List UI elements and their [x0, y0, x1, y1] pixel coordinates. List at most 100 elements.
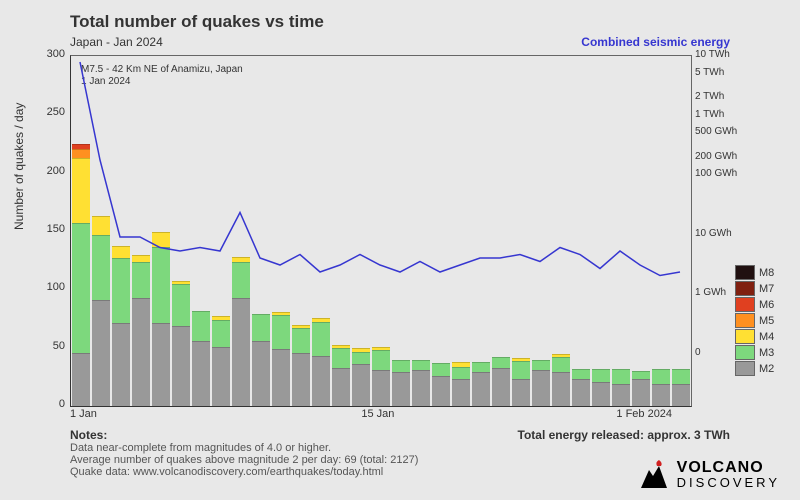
bar-segment-M3: [472, 362, 490, 372]
y-tick: 100: [35, 281, 65, 293]
bar-segment-M3: [172, 284, 190, 326]
notes-title: Notes:: [70, 428, 418, 442]
legend-item: M2: [735, 361, 795, 376]
bar-segment-M3: [92, 235, 110, 300]
y-tick-right: 1 TWh: [695, 109, 724, 120]
x-tick: 15 Jan: [361, 408, 394, 420]
bar-segment-M2: [392, 372, 410, 406]
bar-segment-M2: [432, 376, 450, 406]
plot-area: M7.5 - 42 Km NE of Anamizu, Japan 1 Jan …: [70, 55, 692, 407]
y-tick-right: 100 GWh: [695, 168, 737, 179]
bar-stack: [272, 312, 290, 406]
bar-segment-M2: [72, 353, 90, 407]
legend-swatch: [735, 281, 755, 296]
legend-item: M4: [735, 329, 795, 344]
bar-stack: [312, 318, 330, 406]
bar-segment-M2: [312, 356, 330, 406]
y-tick-right: 0: [695, 347, 701, 358]
y-axis-label: Number of quakes / day: [12, 103, 26, 230]
bar-segment-M3: [592, 369, 610, 382]
legend-label: M8: [759, 267, 774, 279]
bar-segment-M3: [232, 262, 250, 298]
legend-item: M8: [735, 265, 795, 280]
y-tick: 150: [35, 223, 65, 235]
bar-stack: [432, 363, 450, 406]
legend-swatch: [735, 345, 755, 360]
legend-swatch: [735, 313, 755, 328]
bar-segment-M3: [332, 348, 350, 368]
chart-subtitle: Japan - Jan 2024: [70, 35, 163, 49]
bar-segment-M3: [152, 247, 170, 324]
logo: VOLCANO DISCOVERY: [635, 458, 780, 490]
bar-stack: [132, 255, 150, 406]
bar-stack: [652, 369, 670, 406]
bar-segment-M4: [152, 232, 170, 247]
x-tick: 1 Feb 2024: [616, 408, 672, 420]
chart-title: Total number of quakes vs time: [70, 12, 324, 32]
y-tick-right: 1 GWh: [695, 287, 726, 298]
bar-stack: [392, 360, 410, 406]
bar-stack: [632, 371, 650, 406]
right-axis-title: Combined seismic energy: [581, 35, 730, 49]
bar-segment-M3: [192, 311, 210, 341]
legend-label: M5: [759, 315, 774, 327]
bar-segment-M2: [192, 341, 210, 406]
bar-stack: [372, 347, 390, 406]
bar-segment-M3: [672, 369, 690, 384]
y-tick: 50: [35, 340, 65, 352]
y-tick: 300: [35, 48, 65, 60]
notes-line2: Average number of quakes above magnitude…: [70, 454, 418, 466]
legend-label: M7: [759, 283, 774, 295]
notes-line3: Quake data: www.volcanodiscovery.com/ear…: [70, 466, 418, 478]
y-tick-right: 500 GWh: [695, 126, 737, 137]
legend-label: M6: [759, 299, 774, 311]
legend-item: M3: [735, 345, 795, 360]
y-tick: 0: [35, 398, 65, 410]
bar-segment-M2: [292, 353, 310, 407]
y-tick-right: 200 GWh: [695, 151, 737, 162]
bar-segment-M3: [112, 258, 130, 323]
bar-stack: [112, 246, 130, 406]
bar-segment-M2: [552, 372, 570, 406]
bar-segment-M2: [92, 300, 110, 406]
bar-segment-M2: [592, 382, 610, 406]
annotation-event: M7.5 - 42 Km NE of Anamizu, Japan: [81, 64, 243, 75]
bar-segment-M3: [212, 320, 230, 347]
legend-item: M6: [735, 297, 795, 312]
bar-segment-M3: [532, 360, 550, 370]
bar-segment-M3: [132, 262, 150, 298]
legend-item: M5: [735, 313, 795, 328]
y-tick: 200: [35, 165, 65, 177]
bar-segment-M4: [92, 216, 110, 235]
bar-segment-M3: [632, 371, 650, 379]
x-tick: 1 Jan: [70, 408, 97, 420]
logo-text: VOLCANO: [677, 461, 780, 475]
bar-segment-M3: [272, 315, 290, 349]
bar-stack: [232, 257, 250, 406]
bar-segment-M3: [412, 360, 430, 370]
annotation-date: 1 Jan 2024: [81, 76, 131, 87]
bar-segment-M2: [232, 298, 250, 406]
bar-segment-M2: [512, 379, 530, 406]
legend-label: M2: [759, 363, 774, 375]
bar-segment-M2: [152, 323, 170, 406]
legend-swatch: [735, 329, 755, 344]
bar-stack: [532, 360, 550, 406]
bar-stack: [552, 354, 570, 406]
bar-stack: [192, 311, 210, 406]
bar-segment-M3: [492, 357, 510, 367]
bar-stack: [472, 362, 490, 406]
legend-swatch: [735, 297, 755, 312]
bar-segment-M4: [112, 246, 130, 259]
bar-segment-M3: [72, 223, 90, 352]
bar-segment-M3: [452, 367, 470, 380]
legend-label: M3: [759, 347, 774, 359]
bar-segment-M2: [112, 323, 130, 406]
legend-swatch: [735, 265, 755, 280]
bar-segment-M3: [612, 369, 630, 384]
notes-line1: Data near-complete from magnitudes of 4.…: [70, 442, 418, 454]
bar-segment-M3: [292, 328, 310, 352]
bar-segment-M3: [352, 352, 370, 365]
y-tick-right: 10 TWh: [695, 49, 730, 60]
bar-segment-M4: [72, 158, 90, 223]
